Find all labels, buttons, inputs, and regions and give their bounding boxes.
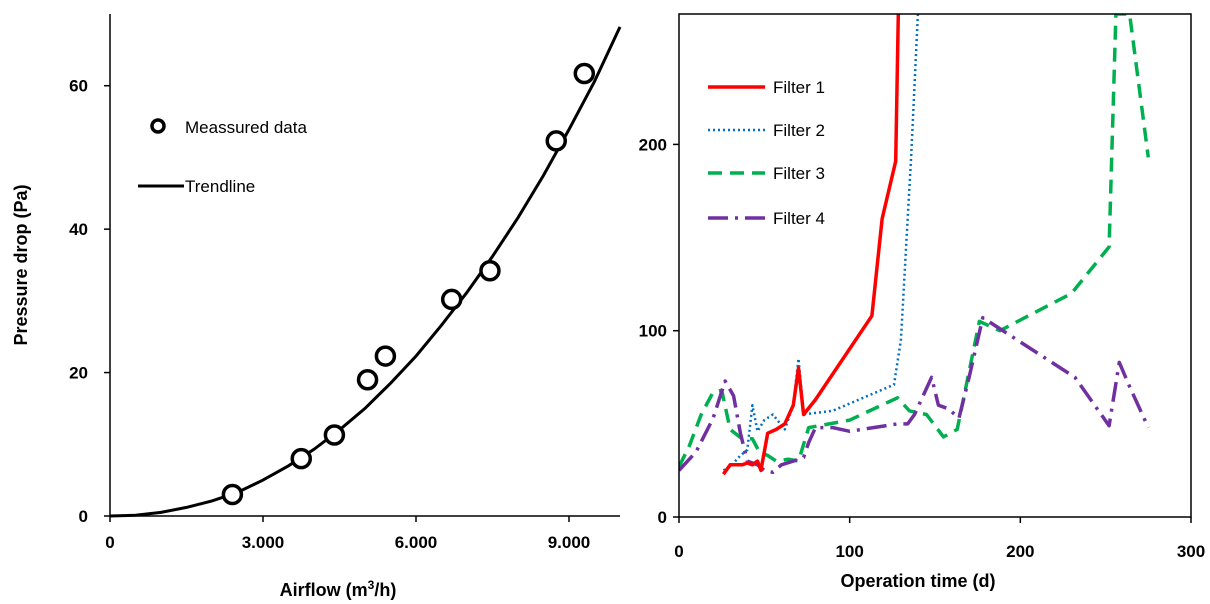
left-legend: Meassured data Trendline xyxy=(138,118,307,196)
right-y-tick-label: 100 xyxy=(639,322,667,341)
left-x-tick-label: 9.000 xyxy=(548,533,591,552)
measured-data-point-5 xyxy=(440,288,463,311)
right-plot-series xyxy=(679,14,1151,476)
left-x-tick-label: 6.000 xyxy=(395,533,438,552)
series-line-filter-2 xyxy=(722,14,920,472)
left-y-tick-label: 0 xyxy=(79,507,88,526)
measured-data-point-2 xyxy=(323,424,346,446)
left-x-tick-label: 0 xyxy=(105,533,114,552)
legend-marker-measured xyxy=(150,118,166,134)
right-x-tick-label: 300 xyxy=(1177,542,1205,561)
left-axis-ticks: 0 3.000 6.000 9.000 0 20 40 60 xyxy=(69,77,590,552)
left-y-tick-label: 20 xyxy=(69,364,88,383)
series-line-filter-1 xyxy=(721,14,901,476)
left-x-tick-label: 3.000 xyxy=(242,533,285,552)
legend-label-filter-2: Filter 2 xyxy=(773,121,825,140)
measured-data-point-1 xyxy=(290,447,312,470)
measured-data-point-3 xyxy=(356,368,379,391)
measured-data-point-8 xyxy=(573,62,596,85)
legend-label-filter-3: Filter 3 xyxy=(773,164,825,183)
left-x-axis-label: Airflow (m3/h) xyxy=(280,578,397,600)
trendline xyxy=(109,26,622,518)
legend-label-filter-1: Filter 1 xyxy=(773,78,825,97)
series-line-filter-3 xyxy=(679,14,1151,468)
legend-label-trendline: Trendline xyxy=(185,177,255,196)
right-plot-frame xyxy=(678,13,1192,518)
right-legend: Filter 1 Filter 2 Filter 3 Filter 4 xyxy=(708,78,825,228)
right-x-tick-label: 200 xyxy=(1006,542,1034,561)
right-y-tick-label: 0 xyxy=(658,508,667,527)
left-y-tick-label: 40 xyxy=(69,220,88,239)
measured-data-point-4 xyxy=(374,345,397,367)
right-y-tick-label: 200 xyxy=(639,135,667,154)
right-x-axis-label: Operation time (d) xyxy=(840,571,995,591)
pressure-vs-airflow-chart: 0 3.000 6.000 9.000 0 20 40 60 Airflow (m3/h) P… xyxy=(11,14,622,600)
legend-label-filter-4: Filter 4 xyxy=(773,209,825,228)
measured-data-point-0 xyxy=(221,483,244,506)
series-line-filter-4 xyxy=(679,315,1150,475)
legend-label-measured: Meassured data xyxy=(185,118,307,137)
left-plot-series xyxy=(109,26,622,518)
measured-data-point-7 xyxy=(545,130,567,152)
right-x-tick-label: 0 xyxy=(674,542,683,561)
left-y-tick-label: 60 xyxy=(69,77,88,96)
right-axis-ticks: 0 100 200 300 0 100 200 xyxy=(639,135,1206,561)
measured-data-point-6 xyxy=(479,259,501,282)
right-x-tick-label: 100 xyxy=(835,542,863,561)
pressure-vs-operation-time-chart: 0 100 200 300 0 100 200 Operation time (d) Fil… xyxy=(639,13,1206,591)
left-y-axis-label: Pressure drop (Pa) xyxy=(11,184,31,345)
